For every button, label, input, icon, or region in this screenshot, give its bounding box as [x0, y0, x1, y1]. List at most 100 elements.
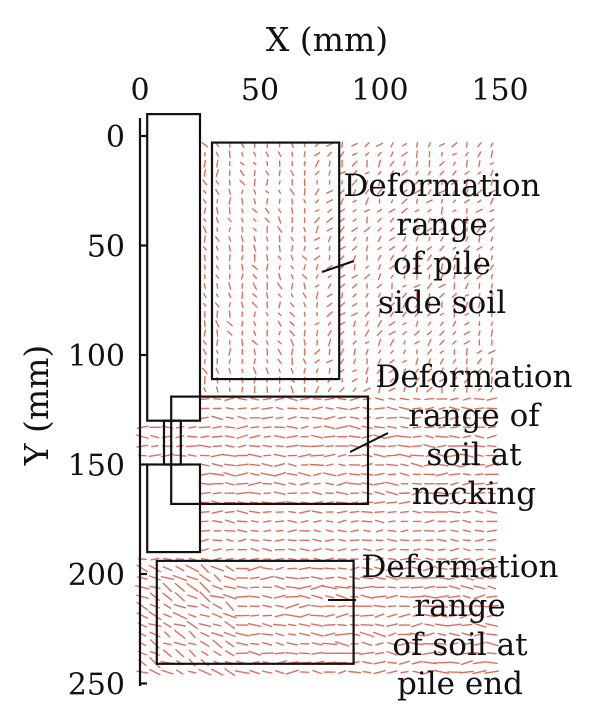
displacement-vector [291, 151, 294, 157]
displacement-vector [310, 584, 324, 591]
displacement-vector [327, 275, 332, 279]
displacement-vector [323, 435, 336, 439]
displacement-vector [262, 397, 272, 401]
displacement-vector [478, 376, 481, 385]
displacement-vector [274, 652, 286, 655]
displacement-vector [413, 548, 421, 552]
displacement-vector [275, 632, 285, 637]
displacement-vector [490, 321, 493, 326]
displacement-vector [303, 235, 306, 243]
displacement-vector [203, 159, 207, 168]
displacement-vector [414, 377, 420, 383]
displacement-vector [323, 425, 336, 430]
displacement-vector [203, 254, 206, 262]
displacement-vector [374, 491, 385, 496]
displacement-vector [398, 613, 411, 618]
displacement-vector [377, 273, 382, 280]
displacement-vector [185, 564, 200, 573]
displacement-vector [326, 217, 334, 223]
displacement-vector [311, 510, 323, 514]
displacement-vector [353, 348, 356, 356]
displacement-vector [488, 189, 496, 194]
displacement-vector [286, 435, 298, 439]
displacement-vector [303, 302, 307, 308]
displacement-vector [486, 445, 497, 448]
displacement-vector [326, 359, 333, 364]
displacement-vector [275, 520, 285, 523]
displacement-vector [414, 179, 420, 186]
displacement-vector [397, 566, 412, 571]
displacement-vector [289, 311, 295, 317]
displacement-vector [424, 623, 435, 627]
displacement-vector [186, 582, 199, 592]
displacement-vector [326, 293, 333, 298]
displacement-vector [476, 349, 483, 355]
displacement-vector [435, 576, 449, 580]
displacement-vector [486, 434, 497, 439]
displacement-vector [309, 614, 325, 617]
displacement-vector [389, 227, 395, 232]
displacement-vector [415, 236, 419, 242]
displacement-vector [412, 416, 422, 420]
displacement-vector [262, 510, 272, 514]
displacement-vector [487, 548, 496, 551]
displacement-vector [488, 349, 496, 355]
displacement-vector [310, 454, 325, 457]
displacement-vector [215, 245, 219, 251]
displacement-vector [262, 641, 273, 646]
displacement-vector [477, 199, 482, 204]
displacement-vector [253, 311, 256, 318]
displacement-vector [399, 397, 410, 401]
displacement-vector [364, 142, 370, 148]
displacement-vector [198, 426, 211, 429]
displacement-vector [236, 425, 249, 430]
displacement-vector [389, 254, 395, 261]
displacement-vector [211, 584, 223, 590]
displacement-vector [188, 630, 196, 639]
pile-lower-shaft [146, 463, 202, 554]
displacement-vector [452, 340, 457, 345]
displacement-vector [203, 169, 207, 177]
displacement-vector [362, 670, 372, 674]
displacement-vector [375, 416, 384, 420]
displacement-vector [434, 670, 449, 675]
displacement-vector [385, 481, 399, 486]
displacement-vector [385, 594, 399, 599]
displacement-vector [303, 264, 307, 271]
displacement-vector [411, 660, 423, 665]
displacement-vector [250, 642, 260, 645]
displacement-vector [463, 330, 471, 336]
displacement-vector [261, 407, 274, 410]
displacement-vector [387, 605, 397, 608]
displacement-vector [351, 160, 358, 167]
displacement-vector [465, 227, 468, 232]
displacement-vector [460, 660, 473, 666]
y-tick-label: 0 [106, 120, 125, 155]
displacement-vector [390, 199, 394, 204]
displacement-vector [201, 367, 208, 374]
displacement-vector [402, 265, 407, 270]
displacement-vector [437, 548, 446, 551]
displacement-vector [390, 151, 394, 157]
displacement-vector [188, 670, 197, 674]
displacement-vector [478, 235, 481, 243]
deformation-regions [155, 141, 370, 665]
displacement-vector [439, 350, 445, 354]
displacement-vector [338, 274, 346, 279]
displacement-vector [378, 385, 382, 394]
displacement-vector [228, 348, 232, 356]
displacement-vector [289, 188, 295, 196]
displacement-vector [287, 633, 297, 636]
displacement-vector [426, 246, 433, 251]
displacement-vector [390, 377, 394, 383]
displacement-vector [474, 397, 485, 401]
displacement-vector [462, 397, 471, 401]
displacement-vector [199, 472, 210, 477]
displacement-vector [326, 189, 334, 194]
displacement-vector [214, 236, 220, 242]
displacement-vector [386, 650, 398, 656]
displacement-vector [148, 611, 162, 621]
displacement-vector [340, 292, 344, 299]
displacement-vector [413, 264, 421, 270]
